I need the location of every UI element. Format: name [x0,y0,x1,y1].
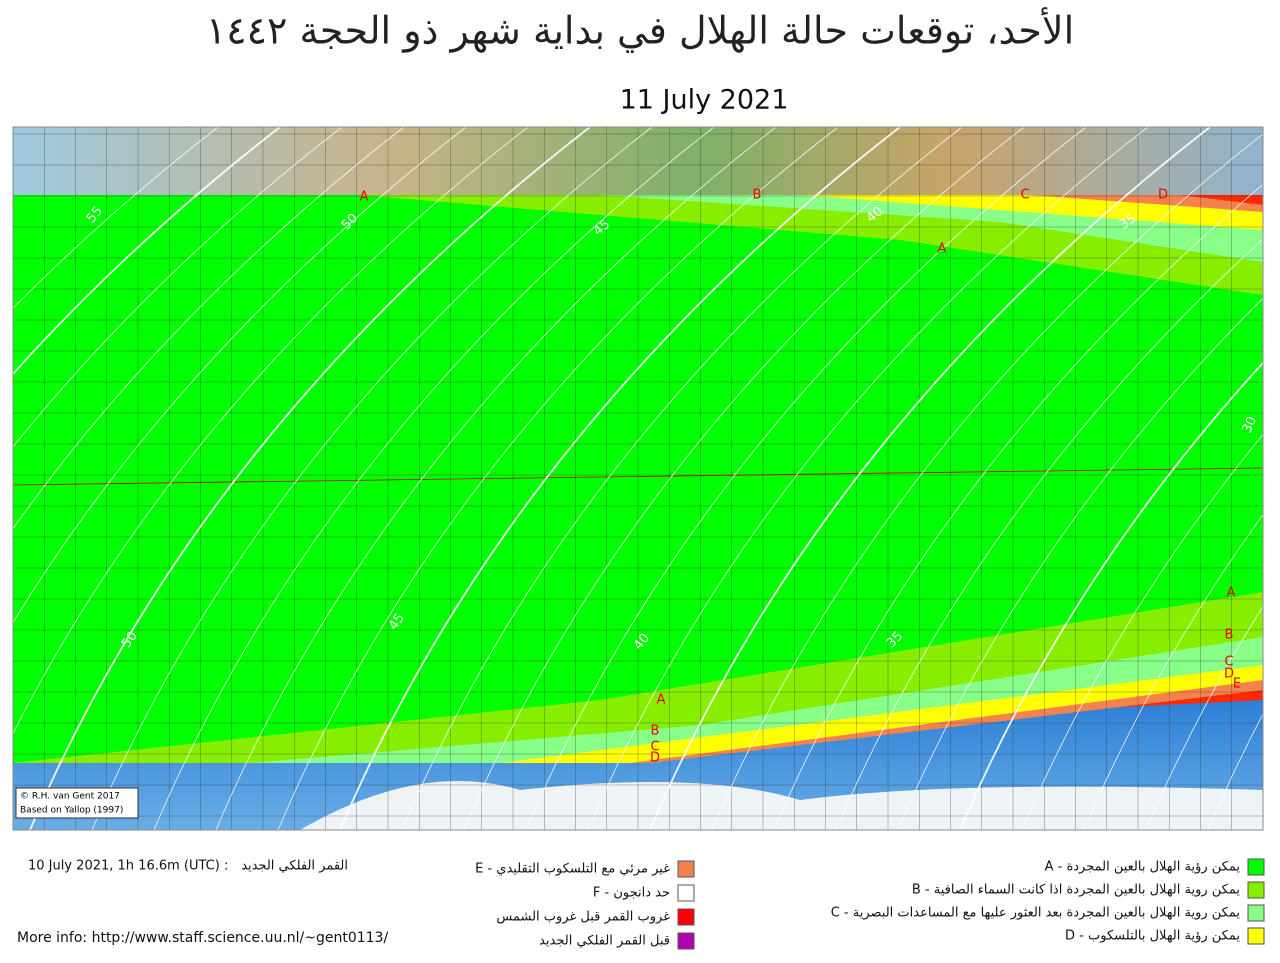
zone-label: C [1020,188,1029,203]
credit-box [15,787,139,819]
contour-line [215,127,777,830]
contour-line [835,238,1263,830]
legend-swatch [1247,904,1265,922]
zone-label: D [650,751,660,766]
contour-line [1145,605,1263,830]
zone-label: A [657,693,666,708]
zone-label: C [650,740,659,755]
zone-label: E [1233,677,1241,692]
legend-swatch [1247,881,1265,899]
contour-line [153,127,715,830]
contour-line [463,127,1025,830]
contour-line [649,127,1211,830]
contour-line [13,127,219,309]
legend-label: قبل القمر الفلكي الجديد [539,934,670,949]
contour-line [525,127,1087,830]
zone-label: B [1225,628,1234,643]
contour-line [13,127,343,448]
zone-label: A [1227,586,1236,601]
legend-swatch [1247,858,1265,876]
contour-line [13,127,281,376]
more-info: More info: http://www.staff.science.uu.n… [17,930,388,946]
contour-line [29,127,591,830]
equator [13,467,1263,486]
contour-line [13,127,529,735]
new-moon-label: القمر الفلكي الجديد [241,859,348,874]
title: الأحد، توقعات حالة الهلال في بداية شهر ذ… [206,7,1074,54]
new-moon-value: 10 July 2021, 1h 16.6m (UTC) : [28,859,228,874]
legend-swatch [677,860,695,878]
zone-label: A [360,190,369,205]
contour-line [13,127,405,530]
legend-label: F - حد دانجون [593,886,670,901]
legend-label: B - يمكن روية الهلال بالعين المجردة اذا … [912,883,1241,898]
date: 11 July 2021 [620,85,789,116]
contour-line [1270,127,1280,830]
contour-line [897,297,1263,830]
contour-line [773,184,1263,830]
antarctica [300,781,1263,830]
zone-label: A [938,242,947,257]
zone-label: B [651,724,660,739]
contour-line [1021,433,1263,830]
zone-label: D [1158,188,1168,203]
contour-line [339,127,901,830]
contour-line [1083,514,1263,830]
contour-line [91,127,653,830]
legend-swatch [677,908,695,926]
zone-label: D [1224,667,1234,682]
legend-label: E - غير مرئي مع التلسكوب التقليدي [475,862,670,877]
legend-label: C - يمكن روية الهلال بالعين المجردة بعد … [831,906,1241,921]
contour-line [401,127,963,830]
legend-swatch [677,884,695,902]
contour-line [959,361,1263,830]
zone-label: C [1224,655,1233,670]
contour-line [277,127,839,830]
zone-label: B [753,188,762,203]
legend-label: A - يمكن رؤية الهلال بالعين المجردة [1045,860,1241,875]
contour-line [711,133,1263,830]
map-border [12,126,1264,831]
contour-line [587,127,1149,830]
contour-label: 30 [1240,414,1261,435]
legend-label: D - يمكن رؤية الهلال بالتلسكوب [1065,929,1240,944]
basis: Based on Yallop (1997) [20,806,123,816]
contour-line [13,127,467,624]
legend-swatch [1247,927,1265,945]
contour-line [1207,713,1263,830]
map [13,127,1280,830]
credit: © R.H. van Gent 2017 [20,792,120,802]
legend-label: غروب القمر قبل غروب الشمس [496,910,670,925]
legend-swatch [677,932,695,950]
